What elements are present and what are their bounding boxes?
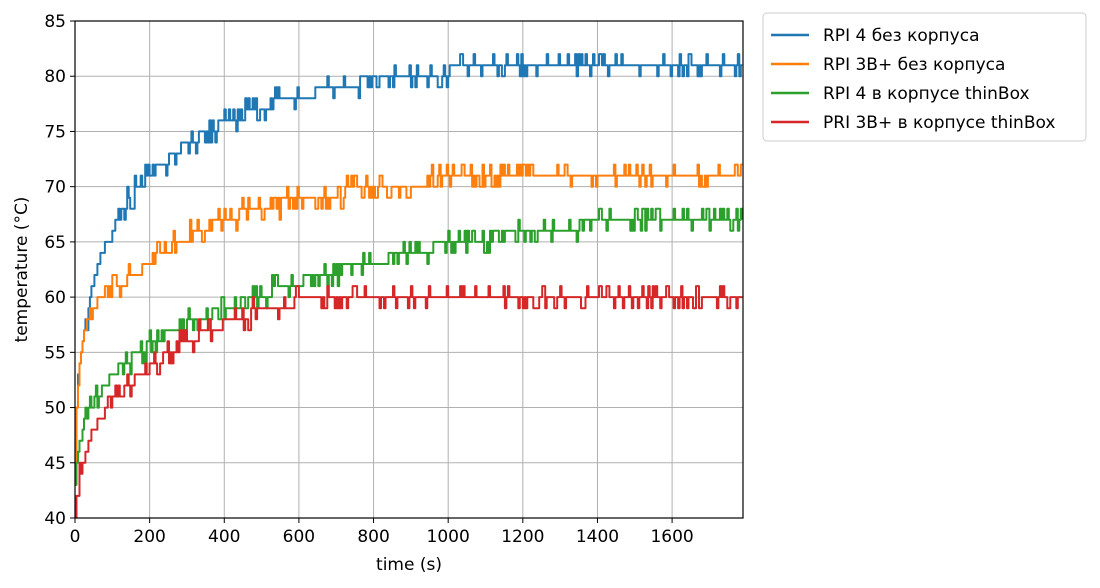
x-tick-label: 1200 <box>501 527 544 547</box>
legend-items: RPI 4 без корпуса RPI 3B+ без корпуса RPI … <box>771 26 1055 133</box>
series-line-1 <box>75 53 743 464</box>
x-tick-label: 0 <box>70 527 81 547</box>
x-axis-ticks: 0 200 400 600 800 1000 1200 1400 1600 <box>70 518 694 547</box>
series-line-4 <box>75 285 743 518</box>
y-tick-label: 40 <box>44 509 66 529</box>
plot-frame <box>74 20 744 519</box>
y-tick-label: 80 <box>44 67 66 87</box>
y-tick-label: 50 <box>44 399 66 419</box>
series-line-3 <box>75 207 743 486</box>
legend-label: RPI 3B+ без корпуса <box>823 55 1005 75</box>
y-axis-title: temperature (°C) <box>12 197 32 343</box>
x-axis-title: time (s) <box>376 555 442 575</box>
series-line-2 <box>75 163 743 475</box>
x-tick-label: 200 <box>133 527 165 547</box>
y-axis-ticks: 40 45 50 55 60 65 70 75 80 85 <box>44 12 75 529</box>
y-tick-label: 45 <box>44 454 66 474</box>
legend: RPI 4 без корпуса RPI 3B+ без корпуса RPI … <box>762 12 1087 142</box>
x-tick-label: 1600 <box>650 527 693 547</box>
x-tick-label: 600 <box>283 527 315 547</box>
legend-box <box>762 12 1087 142</box>
x-tick-label: 1000 <box>427 527 470 547</box>
y-tick-label: 55 <box>44 343 66 363</box>
y-tick-label: 75 <box>44 122 66 142</box>
legend-label: RPI 4 без корпуса <box>823 26 980 46</box>
y-tick-label: 65 <box>44 233 66 253</box>
x-tick-label: 400 <box>208 527 240 547</box>
x-tick-label: 1400 <box>576 527 619 547</box>
y-tick-label: 70 <box>44 178 66 198</box>
y-tick-label: 85 <box>44 12 66 32</box>
y-tick-label: 60 <box>44 288 66 308</box>
legend-label: PRI 3B+ в корпусе thinBox <box>823 113 1055 133</box>
legend-label: RPI 4 в корпусе thinBox <box>823 84 1030 104</box>
series-layer <box>75 53 743 518</box>
x-tick-label: 800 <box>357 527 389 547</box>
